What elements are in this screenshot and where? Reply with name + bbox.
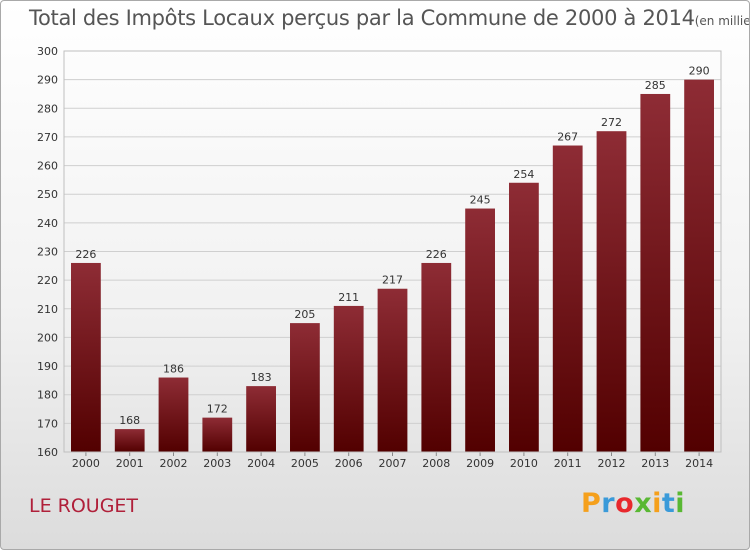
bar-value-label: 254 xyxy=(513,168,534,181)
logo-letter: i xyxy=(652,488,662,519)
bar-value-label: 211 xyxy=(338,291,359,304)
bar xyxy=(640,93,671,452)
x-tick-label: 2006 xyxy=(335,457,363,470)
y-tick-label: 260 xyxy=(37,160,58,173)
bar-value-label: 272 xyxy=(601,116,622,129)
bar xyxy=(290,323,320,452)
bar-value-label: 290 xyxy=(689,65,710,78)
y-tick-label: 300 xyxy=(37,45,58,58)
bar-value-label: 226 xyxy=(426,248,447,261)
commune-name: LE ROUGET xyxy=(29,495,139,517)
y-tick-label: 180 xyxy=(37,389,58,402)
y-tick-label: 200 xyxy=(37,331,58,344)
logo-letter: i xyxy=(675,488,686,519)
x-tick-label: 2000 xyxy=(72,457,100,470)
bar xyxy=(71,262,101,452)
y-tick-label: 190 xyxy=(37,360,58,373)
x-tick-label: 2011 xyxy=(554,457,582,470)
logo-letter: t xyxy=(661,488,676,519)
x-tick-label: 2003 xyxy=(203,457,231,470)
bar-value-label: 217 xyxy=(382,274,403,287)
x-tick-label: 2004 xyxy=(247,457,275,470)
y-tick-label: 240 xyxy=(37,217,58,230)
bar xyxy=(465,208,495,452)
x-tick-label: 2002 xyxy=(160,457,188,470)
logo-letter: P xyxy=(581,488,602,519)
y-tick-label: 220 xyxy=(37,274,58,287)
value-labels: 226 168 186 172 183 205 211 217 226 245 254 267 272 2… xyxy=(75,65,709,427)
y-tick-label: 250 xyxy=(37,188,58,201)
bar xyxy=(246,386,276,452)
x-tick-label: 2009 xyxy=(466,457,494,470)
bar xyxy=(552,145,583,452)
chart-title: Total des Impôts Locaux perçus par la Co… xyxy=(29,6,750,30)
bar xyxy=(114,429,145,452)
y-tick-label: 170 xyxy=(37,417,58,430)
y-tick-label: 290 xyxy=(37,74,58,87)
logo-letter: r xyxy=(601,488,616,519)
bar-value-label: 168 xyxy=(119,414,140,427)
bar-value-label: 245 xyxy=(470,194,491,207)
y-axis-ticks: 160 170 180 190 200 210 220 230 240 250 260 270 280 2… xyxy=(37,45,58,459)
x-tick-label: 2007 xyxy=(379,457,407,470)
title-main: Total des Impôts Locaux perçus par la Co… xyxy=(29,6,695,30)
bar xyxy=(509,182,539,452)
x-tick-label: 2005 xyxy=(291,457,319,470)
bar-value-label: 205 xyxy=(294,308,315,321)
bars xyxy=(71,79,714,453)
y-tick-label: 280 xyxy=(37,102,58,115)
y-tick-label: 230 xyxy=(37,246,58,259)
x-tick-label: 2014 xyxy=(685,457,713,470)
x-tick-label: 2008 xyxy=(422,457,450,470)
title-unit: (en milliers d'€) xyxy=(694,14,750,28)
bar-value-label: 285 xyxy=(645,79,666,92)
logo-letter: x xyxy=(634,488,653,519)
plot-area-border xyxy=(63,50,722,453)
bar xyxy=(421,262,452,452)
x-tick-label: 2001 xyxy=(116,457,144,470)
bar xyxy=(377,288,408,452)
bar-value-label: 267 xyxy=(557,131,578,144)
bar xyxy=(158,377,189,452)
y-tick-label: 210 xyxy=(37,303,58,316)
y-tick-label: 160 xyxy=(37,446,58,459)
bar xyxy=(202,417,233,452)
y-tick-label: 270 xyxy=(37,131,58,144)
bar xyxy=(684,79,714,453)
x-tick-label: 2013 xyxy=(641,457,669,470)
x-axis-ticks: 2000 2001 2002 2003 2004 2005 2006 2007 2008 2009… xyxy=(72,452,713,470)
bar-value-label: 172 xyxy=(207,403,228,416)
x-tick-label: 2010 xyxy=(510,457,538,470)
proxiti-logo: Proxiti xyxy=(581,488,685,519)
bar-value-label: 183 xyxy=(251,371,272,384)
bar xyxy=(333,305,364,452)
logo-letter: o xyxy=(615,488,635,519)
x-tick-label: 2012 xyxy=(598,457,626,470)
bar xyxy=(596,131,627,452)
bar-value-label: 226 xyxy=(75,248,96,261)
bar-value-label: 186 xyxy=(163,363,184,376)
